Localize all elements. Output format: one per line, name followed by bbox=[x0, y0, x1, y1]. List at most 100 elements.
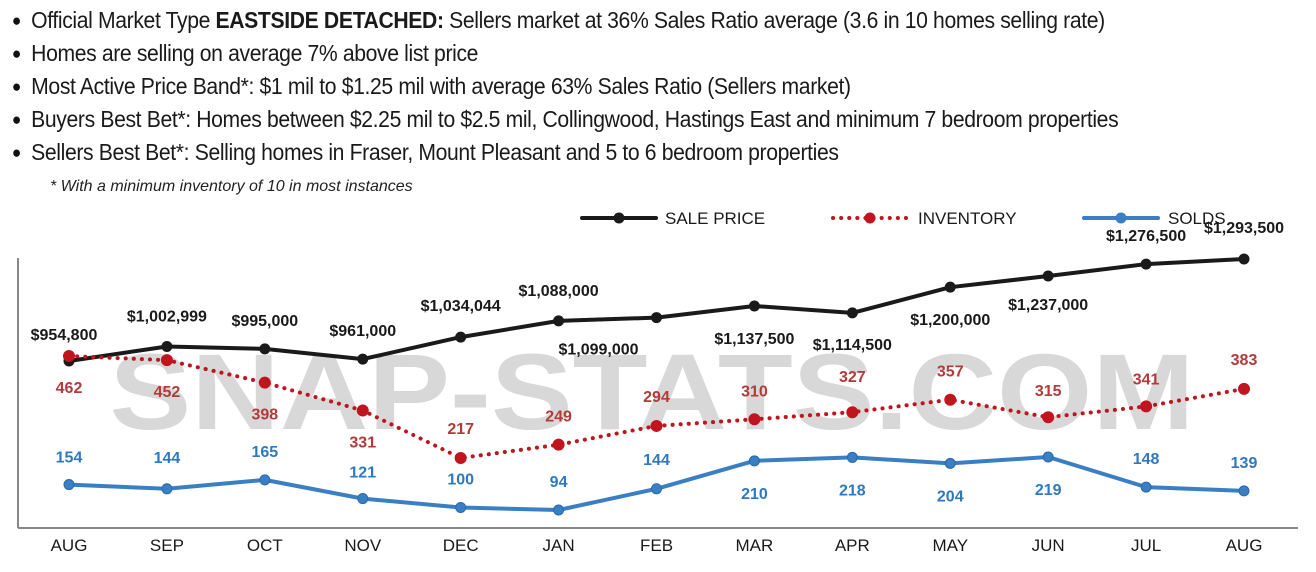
x-tick-label: JUL bbox=[1131, 536, 1161, 555]
bullet-item: ● Most Active Price Band*: $1 mil to $1.2… bbox=[10, 70, 1118, 103]
sale-price-point bbox=[161, 340, 173, 352]
footnote: * With a minimum inventory of 10 in most… bbox=[50, 178, 413, 195]
legend-sale-price-label: SALE PRICE bbox=[665, 209, 765, 228]
sale-price-point bbox=[553, 315, 565, 327]
inventory-point bbox=[748, 413, 761, 426]
x-tick-label: OCT bbox=[247, 536, 283, 555]
sale-price-data-label: $954,800 bbox=[31, 327, 98, 344]
bullet-dot-icon: ● bbox=[11, 11, 21, 30]
inventory-point bbox=[552, 438, 565, 451]
inventory-data-label: 315 bbox=[1035, 383, 1062, 400]
sale-price-data-label: $1,088,000 bbox=[519, 283, 599, 300]
bullet-text-suffix: Sellers market at 36% Sales Ratio averag… bbox=[443, 7, 1105, 33]
solds-data-label: 218 bbox=[839, 482, 866, 499]
x-tick-label: JAN bbox=[543, 536, 575, 555]
solds-point bbox=[455, 501, 467, 513]
sale-price-data-label: $1,034,044 bbox=[421, 298, 501, 315]
inventory-point bbox=[650, 419, 663, 432]
bullet-text: Official Market Type bbox=[31, 7, 216, 33]
bullet-dot-icon: ● bbox=[11, 143, 21, 162]
solds-data-label: 148 bbox=[1133, 451, 1160, 468]
solds-point bbox=[553, 504, 565, 516]
x-tick-label: MAR bbox=[736, 536, 774, 555]
inventory-point bbox=[846, 406, 859, 419]
bullet-item: ● Buyers Best Bet*: Homes between $2.25 m… bbox=[10, 103, 1119, 136]
sale-price-point bbox=[259, 343, 271, 355]
solds-point bbox=[161, 483, 173, 495]
sale-price-data-label: $1,237,000 bbox=[1008, 297, 1088, 314]
x-tick-label: FEB bbox=[640, 536, 673, 555]
solds-point bbox=[748, 455, 760, 467]
solds-point bbox=[651, 483, 662, 495]
inventory-point bbox=[1140, 400, 1153, 413]
sale-price-data-label: $1,293,500 bbox=[1204, 220, 1284, 237]
solds-data-label: 94 bbox=[550, 474, 568, 491]
legend-sale-price-marker bbox=[613, 212, 625, 224]
legend-inventory-marker bbox=[864, 212, 876, 224]
inventory-data-label: 452 bbox=[154, 384, 181, 401]
bullet-text: Buyers Best Bet*: Homes between $2.25 mi… bbox=[31, 106, 1119, 132]
x-tick-label: MAY bbox=[932, 536, 968, 555]
inventory-data-label: 341 bbox=[1133, 371, 1160, 388]
inventory-data-label: 383 bbox=[1231, 352, 1258, 369]
bullet-text: Homes are selling on average 7% above li… bbox=[31, 40, 479, 66]
sale-price-data-label: $1,002,999 bbox=[127, 308, 207, 325]
sale-price-data-label: $1,276,500 bbox=[1106, 228, 1186, 245]
inventory-data-label: 398 bbox=[251, 407, 278, 424]
solds-data-label: 144 bbox=[154, 450, 181, 467]
sale-price-point bbox=[651, 312, 662, 324]
inventory-data-label: 217 bbox=[447, 421, 474, 438]
solds-data-label: 204 bbox=[937, 488, 964, 505]
x-tick-label: APR bbox=[835, 536, 870, 555]
solds-point bbox=[63, 479, 75, 491]
solds-data-label: 139 bbox=[1231, 455, 1258, 472]
bullet-item: ● Official Market Type EASTSIDE DETACHED:… bbox=[10, 4, 1118, 37]
bullet-item: ● Homes are selling on average 7% above l… bbox=[10, 37, 1118, 70]
sale-price-point bbox=[748, 300, 760, 312]
sale-price-data-label: $995,000 bbox=[231, 313, 298, 330]
bullet-text: Sellers Best Bet*: Selling homes in Fras… bbox=[31, 139, 839, 165]
sale-price-point bbox=[357, 353, 369, 365]
solds-data-label: 219 bbox=[1035, 482, 1062, 499]
solds-point bbox=[944, 457, 956, 469]
sale-price-point bbox=[944, 281, 956, 293]
solds-point bbox=[846, 451, 858, 463]
solds-point bbox=[357, 493, 369, 505]
solds-point bbox=[1042, 451, 1054, 463]
x-tick-label: NOV bbox=[344, 536, 382, 555]
solds-data-label: 165 bbox=[251, 444, 278, 461]
x-tick-label: SEP bbox=[150, 536, 184, 555]
solds-point bbox=[259, 474, 271, 486]
inventory-point bbox=[356, 404, 369, 417]
legend-solds-label: SOLDS bbox=[1168, 209, 1226, 228]
inventory-point bbox=[258, 376, 271, 389]
sale-price-point bbox=[1042, 270, 1054, 282]
solds-point bbox=[1140, 481, 1152, 493]
inventory-point bbox=[454, 452, 467, 464]
inventory-point bbox=[1042, 411, 1055, 424]
x-tick-label: AUG bbox=[51, 536, 88, 555]
solds-point bbox=[1238, 485, 1250, 497]
inventory-data-label: 294 bbox=[643, 389, 670, 406]
summary-bullets: ● Official Market Type EASTSIDE DETACHED:… bbox=[10, 4, 1215, 169]
solds-data-label: 144 bbox=[643, 452, 670, 469]
bullet-dot-icon: ● bbox=[11, 44, 21, 63]
inventory-point bbox=[63, 350, 75, 362]
inventory-point bbox=[944, 393, 957, 406]
solds-data-label: 210 bbox=[741, 486, 768, 503]
sale-price-point bbox=[1140, 258, 1152, 270]
inventory-data-label: 310 bbox=[741, 383, 768, 400]
inventory-data-label: 331 bbox=[349, 435, 376, 452]
x-tick-label: AUG bbox=[1226, 536, 1263, 555]
sale-price-point bbox=[455, 331, 467, 343]
sale-price-data-label: $961,000 bbox=[329, 323, 396, 340]
solds-data-label: 154 bbox=[56, 450, 83, 467]
sale-price-point bbox=[846, 307, 858, 319]
inventory-point bbox=[1238, 382, 1250, 395]
solds-data-label: 121 bbox=[349, 465, 376, 482]
x-tick-label: JUN bbox=[1032, 536, 1065, 555]
sale-price-point bbox=[1238, 253, 1250, 265]
bullet-dot-icon: ● bbox=[11, 110, 21, 129]
sale-price-data-label: $1,137,500 bbox=[714, 331, 794, 348]
